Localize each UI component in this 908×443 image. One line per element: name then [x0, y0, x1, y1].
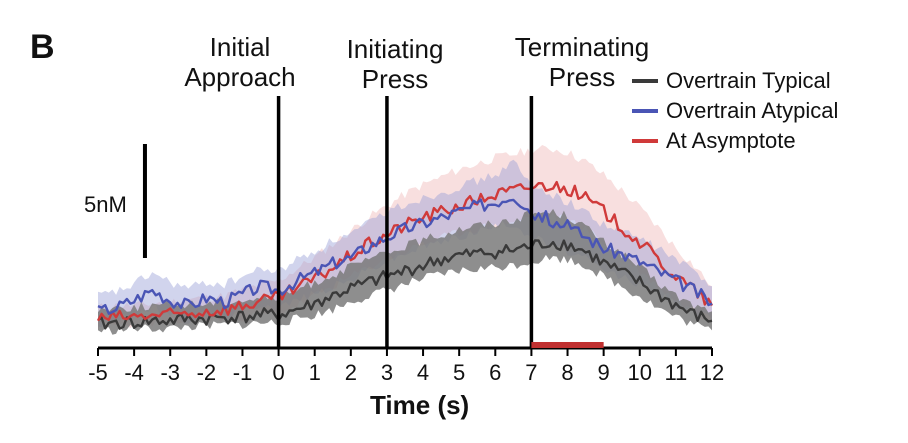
x-tick-label: -5 — [88, 360, 108, 385]
x-tick-label: 5 — [453, 360, 465, 385]
x-tick-label: 3 — [381, 360, 393, 385]
x-tick-label: -3 — [160, 360, 180, 385]
x-tick-label: -1 — [233, 360, 253, 385]
x-tick-label: -4 — [124, 360, 144, 385]
x-tick-label: 6 — [489, 360, 501, 385]
x-tick-label: 10 — [628, 360, 652, 385]
x-tick-label: 9 — [598, 360, 610, 385]
x-tick-label: 0 — [272, 360, 284, 385]
x-tick-label: 7 — [525, 360, 537, 385]
x-tick-label: -2 — [197, 360, 217, 385]
x-tick-label: 8 — [561, 360, 573, 385]
x-tick-label: 1 — [309, 360, 321, 385]
x-tick-label: 12 — [700, 360, 724, 385]
x-tick-label: 11 — [664, 360, 687, 385]
x-tick-label: 2 — [345, 360, 357, 385]
x-tick-label: 4 — [417, 360, 429, 385]
